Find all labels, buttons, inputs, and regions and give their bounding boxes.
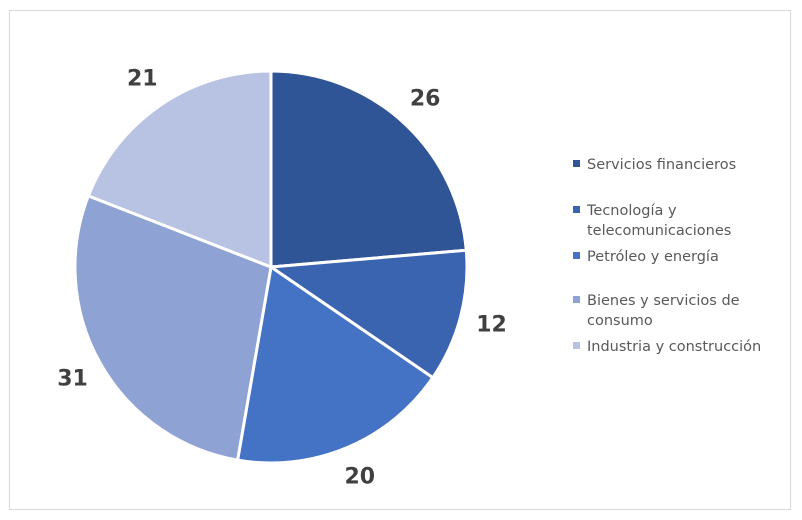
legend-item-petroleo-y-energia: Petróleo y energía [573,249,719,265]
data-labels: 26 12 20 31 21 [57,66,507,489]
data-label-industria-y-construccion: 21 [127,66,158,91]
legend-label-tecnologia-y-telecomunicaciones: Tecnología y telecomunicaciones [586,203,731,239]
legend-label-servicios-financieros: Servicios financieros [587,157,736,173]
legend-item-bienes-y-servicios-de-consumo: Bienes y servicios de consumo [573,293,740,329]
legend-label-industria-y-construccion: Industria y construcción [587,339,761,355]
legend: Servicios financieros Tecnología y telecom… [573,157,761,355]
legend-swatch-tecnologia-y-telecomunicaciones [573,206,580,213]
pie-slice-bienes-y-servicios-de-consumo [73,194,273,462]
legend-item-industria-y-construccion: Industria y construcción [573,339,761,355]
pie-slice-industria-y-construccion [86,69,273,269]
pie-slice-tecnologia-y-telecomunicaciones [269,248,469,380]
pie-slice-servicios-financieros [269,69,468,269]
legend-item-servicios-financieros: Servicios financieros [573,157,736,173]
legend-swatch-petroleo-y-energia [573,252,580,259]
data-label-servicios-financieros: 26 [410,87,441,112]
pie-slice-petroleo-y-energia [236,265,435,465]
data-label-petroleo-y-energia: 20 [344,465,375,490]
legend-label-petroleo-y-energia: Petróleo y energía [587,249,719,265]
pie-slices [73,69,469,465]
legend-swatch-servicios-financieros [573,160,580,167]
legend-label-bienes-y-servicios-de-consumo: Bienes y servicios de consumo [587,293,740,329]
legend-item-tecnologia-y-telecomunicaciones: Tecnología y telecomunicaciones [573,203,731,239]
legend-swatch-bienes-y-servicios-de-consumo [573,296,580,303]
legend-swatch-industria-y-construccion [573,342,580,349]
data-label-tecnologia-y-telecomunicaciones: 12 [476,313,507,338]
data-label-bienes-y-servicios-de-consumo: 31 [57,367,88,392]
